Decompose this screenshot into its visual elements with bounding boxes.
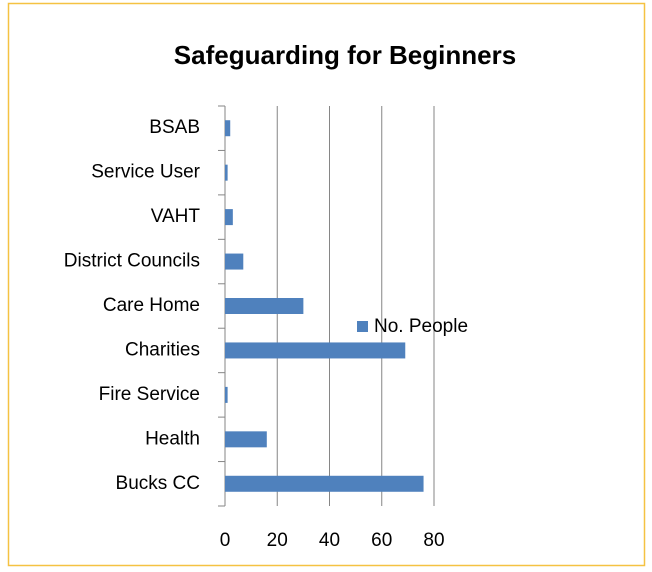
bar xyxy=(225,342,406,359)
x-tick-label: 60 xyxy=(371,530,392,551)
bar xyxy=(225,253,244,270)
x-tick-label: 80 xyxy=(423,530,444,551)
y-tick-label: Charities xyxy=(125,339,200,360)
bar xyxy=(225,386,228,403)
chart-title: Safeguarding for Beginners xyxy=(174,40,516,70)
y-tick-label: Bucks CC xyxy=(116,473,200,494)
y-tick-label: Care Home xyxy=(103,295,200,316)
bar xyxy=(225,475,424,492)
x-tick-label: 0 xyxy=(220,530,231,551)
bar xyxy=(225,164,228,181)
bar xyxy=(225,298,304,314)
y-tick-label: District Councils xyxy=(64,251,200,272)
y-tick-label: VAHT xyxy=(151,206,201,227)
y-tick-label: Health xyxy=(145,428,200,449)
legend-swatch xyxy=(357,321,368,332)
bar xyxy=(225,209,233,226)
y-tick-label: BSAB xyxy=(149,117,200,138)
x-tick-label: 40 xyxy=(319,530,340,551)
chart-border xyxy=(7,2,646,567)
y-tick-label: Fire Service xyxy=(99,384,200,405)
bar xyxy=(225,431,267,448)
x-tick-label: 20 xyxy=(267,530,288,551)
legend-label: No. People xyxy=(374,316,468,337)
y-tick-label: Service User xyxy=(91,162,200,183)
bar xyxy=(225,120,231,137)
